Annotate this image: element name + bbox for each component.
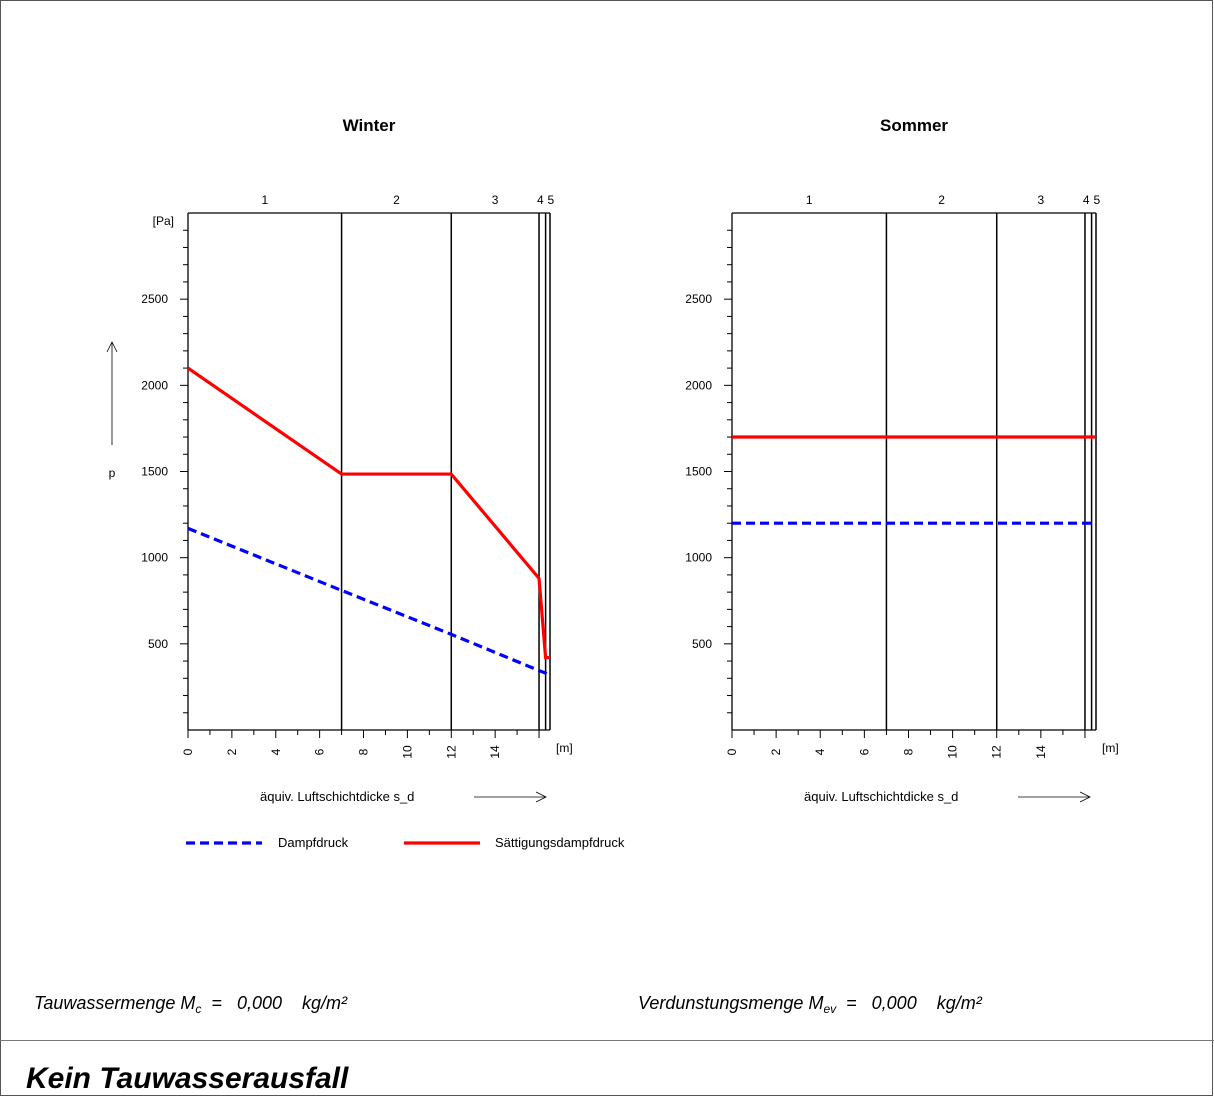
y-unit-label: [Pa]: [153, 214, 174, 228]
y-tick-label: 2000: [685, 378, 712, 392]
series-line-dampfdruck: [187, 526, 551, 677]
x-tick-label: 8: [901, 748, 915, 755]
x-axis-label: äquiv. Luftschichtdicke s_d: [260, 789, 414, 804]
y-tick-label: 1000: [685, 551, 712, 565]
legend-label: Sättigungsdampfdruck: [495, 835, 625, 850]
y-axis-label: p: [109, 466, 116, 480]
divider: [0, 1040, 1214, 1041]
layer-label: 3: [1038, 193, 1045, 207]
x-tick-label: 10: [946, 745, 960, 759]
y-tick-label: 2000: [141, 378, 168, 392]
x-arrow-head: [535, 791, 547, 803]
x-tick-label: 8: [357, 748, 371, 755]
x-tick-label: 12: [990, 745, 1004, 759]
x-tick-label: 2: [225, 748, 239, 755]
chart-title: Sommer: [880, 116, 948, 135]
x-tick-label: 4: [813, 748, 827, 755]
condensate-result: Tauwassermenge Mc = 0,000 kg/m²: [34, 993, 347, 1016]
condensate-subscript: c: [195, 1002, 202, 1016]
x-tick-label: 10: [400, 745, 414, 759]
layer-label: 4: [537, 193, 544, 207]
y-tick-label: 500: [692, 637, 712, 651]
layer-label: 3: [492, 193, 499, 207]
evaporation-subscript: ev: [823, 1002, 837, 1016]
x-axis-label: äquiv. Luftschichtdicke s_d: [804, 789, 958, 804]
y-tick-label: 2500: [141, 292, 168, 306]
x-tick-label: 12: [444, 745, 458, 759]
layer-label: 1: [261, 193, 268, 207]
y-arrow-head: [106, 341, 118, 353]
x-tick-label: 2: [769, 748, 783, 755]
status-message: Kein Tauwasserausfall: [26, 1062, 349, 1095]
condensate-label: Tauwassermenge M: [34, 993, 196, 1013]
x-tick-label: 4: [269, 748, 283, 755]
series-line-saettigungsdampfdruck: [187, 366, 550, 660]
layer-label: 2: [393, 193, 400, 207]
layer-label: 2: [938, 193, 945, 207]
x-tick-label: 6: [313, 748, 327, 755]
y-tick-label: 1500: [685, 465, 712, 479]
x-tick-label: 0: [181, 748, 195, 755]
x-tick-label: 14: [1034, 745, 1048, 759]
legend-label: Dampfdruck: [278, 835, 349, 850]
x-unit-label: [m]: [1102, 741, 1119, 755]
x-unit-label: [m]: [556, 741, 573, 755]
x-tick-label: 0: [725, 748, 739, 755]
evaporation-label: Verdunstungsmenge M: [638, 993, 824, 1013]
y-tick-label: 500: [148, 637, 168, 651]
y-tick-label: 2500: [685, 292, 712, 306]
x-tick-label: 14: [488, 745, 502, 759]
condensate-value: = 0,000 kg/m²: [201, 993, 347, 1013]
y-tick-label: 1000: [141, 551, 168, 565]
y-tick-label: 1500: [141, 465, 168, 479]
layer-label: 4: [1083, 193, 1090, 207]
evaporation-result: Verdunstungsmenge Mev = 0,000 kg/m²: [638, 993, 982, 1016]
layer-label: 5: [547, 193, 554, 207]
x-tick-label: 6: [857, 748, 871, 755]
chart-title: Winter: [343, 116, 396, 135]
x-arrow-head: [1079, 791, 1091, 803]
layer-label: 5: [1093, 193, 1100, 207]
legend: Dampfdruck Sättigungsdampfdruck: [186, 835, 625, 850]
layer-label: 1: [806, 193, 813, 207]
evaporation-value: = 0,000 kg/m²: [836, 993, 982, 1013]
